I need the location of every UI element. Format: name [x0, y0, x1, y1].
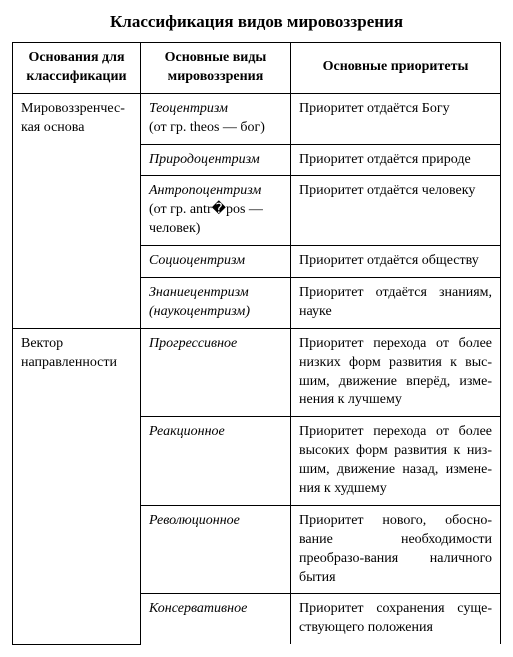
- type-name: Революционное: [149, 513, 240, 528]
- page-title: Классификация видов мировоззрения: [12, 12, 501, 32]
- table-row: Мировоззренчес-кая основаТеоцентризм(от …: [13, 93, 501, 144]
- table-header-row: Основания для классификации Основные вид…: [13, 43, 501, 94]
- table-row: Вектор направленностиПрогрессивноеПриори…: [13, 328, 501, 417]
- header-basis: Основания для классификации: [13, 43, 141, 94]
- type-name: Теоцентризм: [149, 101, 228, 116]
- type-name: Консервативное: [149, 601, 247, 616]
- priority-cell: Приоритет отдаётся человеку: [291, 176, 501, 246]
- type-cell: Социоцентризм: [141, 246, 291, 278]
- type-cell: Теоцентризм (от гр. theos — бог): [141, 93, 291, 144]
- type-name: Природоцентризм: [149, 152, 260, 167]
- basis-cell: Вектор направленности: [13, 328, 141, 644]
- priority-cell: Приоритет нового, обосно-вание необходим…: [291, 505, 501, 594]
- type-name: Антропоцентризм: [149, 183, 261, 198]
- priority-cell: Приоритет сохранения суще-ствующего поло…: [291, 594, 501, 644]
- type-note: (от гр. theos — бог): [149, 120, 265, 135]
- classification-table: Основания для классификации Основные вид…: [12, 42, 501, 645]
- type-name: Реакционное: [149, 424, 225, 439]
- header-type: Основные виды мировоззрения: [141, 43, 291, 94]
- priority-cell: Приоритет отдаётся обществу: [291, 246, 501, 278]
- type-cell: Природоцентризм: [141, 144, 291, 176]
- type-cell: Прогрессивное: [141, 328, 291, 417]
- type-cell: Консервативное: [141, 594, 291, 644]
- type-cell: Революционное: [141, 505, 291, 594]
- type-cell: Знаниецентризм (наукоцентризм): [141, 278, 291, 329]
- priority-cell: Приоритет отдаётся природе: [291, 144, 501, 176]
- type-note: (от гр. antr�pos — человек): [149, 202, 263, 236]
- type-cell: Антропоцентризм (от гр. antr�pos — челове…: [141, 176, 291, 246]
- priority-cell: Приоритет отдаётся Богу: [291, 93, 501, 144]
- type-cell: Реакционное: [141, 417, 291, 506]
- type-name: Прогрессивное: [149, 336, 237, 351]
- priority-cell: Приоритет перехода от более высоких форм…: [291, 417, 501, 506]
- priority-cell: Приоритет отдаётся знаниям, науке: [291, 278, 501, 329]
- type-name: Социоцентризм: [149, 253, 245, 268]
- basis-cell: Мировоззренчес-кая основа: [13, 93, 141, 328]
- header-priority: Основные приоритеты: [291, 43, 501, 94]
- type-name: Знаниецентризм (наукоцентризм): [149, 285, 250, 319]
- priority-cell: Приоритет перехода от более низких форм …: [291, 328, 501, 417]
